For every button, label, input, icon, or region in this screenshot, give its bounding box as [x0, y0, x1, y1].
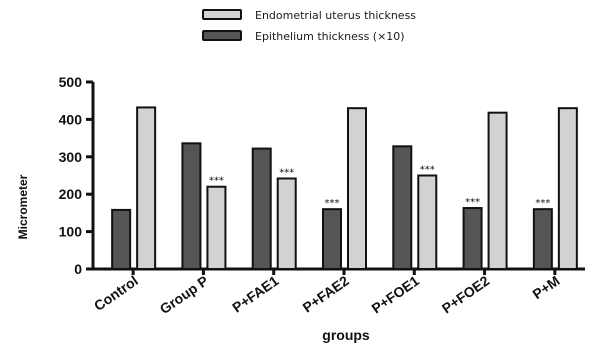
- bar: [181, 142, 202, 270]
- significance-label: ***: [325, 198, 340, 209]
- y-tick-label: 300: [59, 149, 83, 165]
- bar: [557, 107, 578, 271]
- bar: [392, 145, 413, 270]
- bar: [322, 208, 342, 271]
- y-tick-label: 200: [59, 186, 83, 202]
- bar: [532, 208, 553, 271]
- x-tick-label: P+FAE2: [300, 272, 352, 315]
- y-tick-label: 400: [59, 111, 83, 127]
- significance-label: ***: [279, 167, 294, 178]
- significance-label: ***: [420, 165, 435, 176]
- bar: [462, 207, 483, 270]
- bar: [136, 106, 157, 270]
- y-tick-label: 500: [59, 74, 83, 90]
- significance-label: ***: [465, 197, 480, 208]
- legend-label: Epithelium thickness (×10): [255, 30, 405, 43]
- x-axis-title: groups: [322, 327, 370, 343]
- y-tick-label: 100: [59, 224, 83, 240]
- x-tick-label: Control: [91, 272, 141, 314]
- legend-swatch: [202, 30, 242, 41]
- bar: [276, 177, 297, 271]
- bar: [251, 147, 272, 271]
- bar: [111, 208, 132, 271]
- bars: *** *** *** *** *** ***: [111, 106, 578, 271]
- x-tick-label: P+FAE1: [229, 272, 281, 315]
- bar: [206, 185, 227, 270]
- legend-label: Endometrial uterus thickness: [255, 9, 416, 22]
- y-tick-label: 0: [74, 261, 82, 277]
- legend: Endometrial uterus thickness Epithelium t…: [202, 9, 416, 43]
- significance-label: ***: [209, 176, 224, 187]
- y-axis-title: Micrometer: [16, 174, 30, 239]
- bar: [487, 111, 508, 270]
- bar: [417, 174, 438, 270]
- x-tick-label: P+M: [529, 272, 562, 302]
- bar: [347, 107, 367, 271]
- significance-label: ***: [535, 198, 550, 209]
- legend-swatch: [202, 9, 242, 20]
- x-tick-label: P+FOE1: [369, 272, 423, 316]
- x-tick-label: P+FOE2: [439, 272, 493, 316]
- x-tick-label: Group P: [157, 272, 211, 317]
